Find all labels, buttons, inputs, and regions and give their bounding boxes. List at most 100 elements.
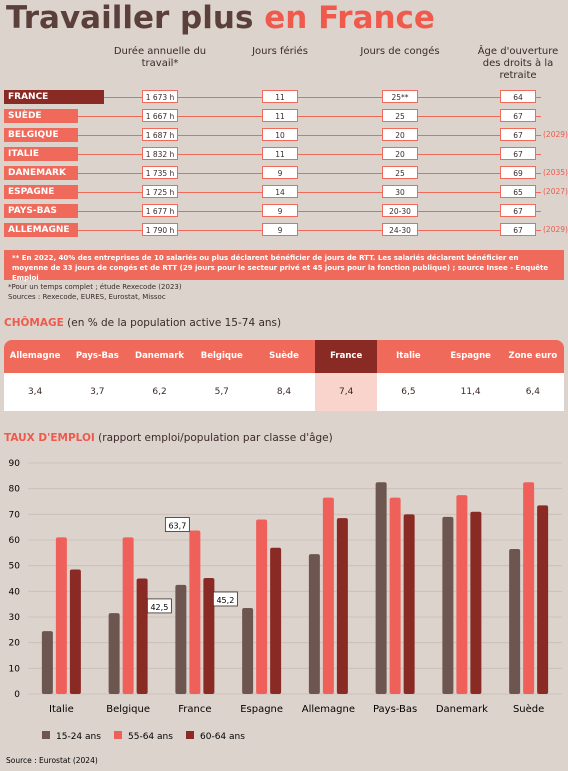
cell: 7,4 (315, 373, 378, 411)
y-tick-label: 10 (9, 664, 21, 674)
bar (375, 482, 387, 694)
cell: 6,4 (501, 373, 564, 411)
age-note: (2035) (543, 168, 568, 177)
y-tick-label: 0 (14, 690, 20, 700)
y-tick-label: 80 (9, 485, 21, 495)
value-box: 14 (262, 185, 298, 198)
chart: 0 10 20 30 40 50 60 70 80 90 Italie Belgique France 4… (6, 459, 562, 765)
rtt-note: ** En 2022, 40% des entreprises de 10 sa… (4, 250, 564, 282)
y-tick-label: 70 (9, 510, 21, 520)
value-box: 1 687 h (142, 128, 178, 141)
value-label-box (146, 598, 172, 614)
bar (523, 482, 535, 694)
chart-title: TAUX D'EMPLOI (4, 432, 95, 444)
value-box: 24-30 (382, 223, 418, 236)
title-main: Travailler plus (6, 0, 254, 36)
row-line (76, 173, 541, 174)
column-header: Durée annuelle du travail* (113, 46, 207, 69)
value-box: 65 (500, 185, 536, 198)
value-box: 10 (262, 128, 298, 141)
value-box: 1 667 h (142, 109, 178, 122)
chomage-title: CHÔMAGE (4, 317, 64, 329)
value-label: 45,2 (216, 596, 234, 605)
row-line (76, 211, 541, 212)
bar (470, 511, 482, 694)
column-header: Zone euro (501, 340, 564, 373)
legend-swatch (42, 731, 50, 739)
x-tick-label: Allemagne (302, 704, 355, 715)
bar (203, 577, 215, 694)
country-label: BELGIQUE (4, 128, 78, 142)
value-box: 67 (500, 109, 536, 122)
footnote: *Pour un temps complet ; étude Rexecode … (8, 283, 182, 291)
title-highlight: en France (264, 0, 435, 36)
chart-source: Source : Eurostat (2024) (6, 756, 98, 765)
x-tick-label: Suède (513, 703, 544, 715)
bar (456, 495, 468, 694)
bar (122, 537, 134, 694)
value-box: 1 832 h (142, 147, 178, 160)
value-box: 64 (500, 90, 536, 103)
column-header: Allemagne (4, 340, 67, 373)
row-line (76, 97, 541, 98)
y-tick-label: 60 (9, 536, 21, 546)
value-box: 1 673 h (142, 90, 178, 103)
chomage-table: Allemagne Pays-Bas Danemark Belgique Suède Fr… (4, 340, 564, 411)
x-tick-label: Danemark (436, 704, 488, 715)
value-box: 1 790 h (142, 223, 178, 236)
value-label: 63,7 (168, 522, 186, 531)
value-box: 25** (382, 90, 418, 103)
x-tick-label: Italie (49, 704, 74, 715)
column-header: Pays-Bas (66, 340, 129, 373)
value-row: 3,4 3,7 6,2 5,7 8,4 7,4 6,5 11,4 6,4 (4, 373, 564, 411)
value-box: 11 (262, 147, 298, 160)
y-tick-label: 30 (9, 613, 21, 623)
bar (403, 514, 415, 694)
column-header: Jours fériés (252, 46, 308, 57)
bar (242, 608, 254, 694)
bar (69, 569, 81, 694)
age-note: (2029) (543, 225, 568, 234)
value-label: 42,5 (150, 603, 168, 612)
bar (442, 516, 454, 694)
country-label: ESPAGNE (4, 185, 78, 199)
value-box: 67 (500, 204, 536, 217)
country-label: FRANCE (4, 90, 104, 104)
country-label: ITALIE (4, 147, 78, 161)
value-box: 67 (500, 128, 536, 141)
cell: 3,4 (4, 373, 67, 411)
bar (270, 547, 282, 694)
value-box: 11 (262, 90, 298, 103)
legend-label: 60-64 ans (200, 732, 245, 742)
row-line (76, 135, 541, 136)
column-header: France (315, 340, 378, 373)
bar (322, 497, 334, 694)
cell: 6,5 (377, 373, 440, 411)
bar (41, 631, 53, 694)
cell: 3,7 (66, 373, 129, 411)
y-tick-label: 90 (9, 459, 21, 469)
value-box: 20 (382, 128, 418, 141)
bar (108, 613, 120, 694)
chomage-heading: CHÔMAGE (en % de la population active 15… (4, 317, 281, 329)
bar (308, 554, 320, 694)
column-header: Danemark (128, 340, 191, 373)
legend-swatch (186, 731, 194, 739)
value-box: 11 (262, 109, 298, 122)
value-box: 69 (500, 166, 536, 179)
value-box: 9 (262, 204, 298, 217)
column-header: Belgique (190, 340, 253, 373)
value-box: 67 (500, 223, 536, 236)
value-box: 25 (382, 166, 418, 179)
value-box: 25 (382, 109, 418, 122)
bar (175, 584, 187, 694)
y-tick-label: 20 (9, 639, 21, 649)
cell: 5,7 (190, 373, 253, 411)
row-line (76, 116, 541, 117)
column-header: Âge d'ouverture des droits à la retraite (477, 46, 559, 81)
bar (509, 548, 521, 694)
legend-label: 15-24 ans (56, 732, 101, 742)
country-label: ALLEMAGNE (4, 223, 78, 237)
value-box: 9 (262, 223, 298, 236)
legend-label: 55-64 ans (128, 732, 173, 742)
